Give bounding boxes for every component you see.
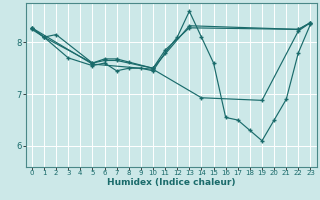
X-axis label: Humidex (Indice chaleur): Humidex (Indice chaleur)	[107, 178, 236, 187]
